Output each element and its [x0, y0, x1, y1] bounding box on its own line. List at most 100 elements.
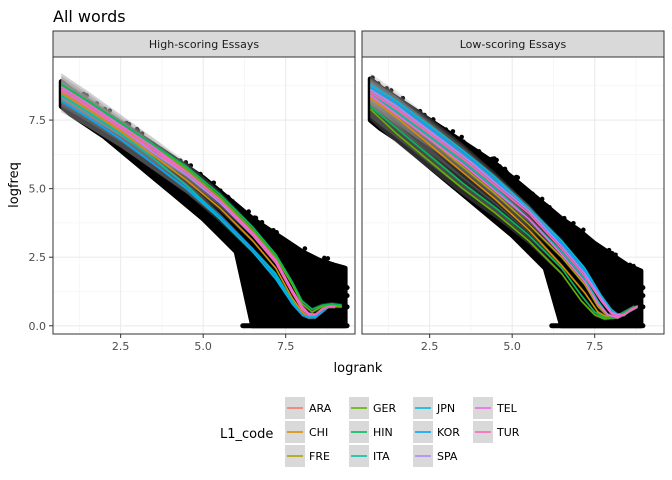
- facet-strip-label-high: High-scoring Essays: [149, 38, 259, 51]
- x-tick-label: 7.5: [277, 340, 295, 353]
- legend-label: KOR: [437, 426, 460, 439]
- data-point: [473, 150, 479, 155]
- data-point: [571, 220, 576, 226]
- data-point: [188, 163, 194, 168]
- confidence-band-ara: [370, 78, 638, 317]
- data-point: [491, 158, 497, 164]
- data-point: [330, 262, 335, 267]
- facet-panel-high: [52, 56, 356, 335]
- data-point: [417, 108, 423, 114]
- legend-label: ITA: [373, 450, 390, 463]
- smooth-line-tel: [369, 94, 638, 319]
- data-point: [384, 86, 389, 91]
- data-point: [450, 129, 456, 134]
- y-tick-label: 7.5: [29, 114, 47, 127]
- chart-title: All words: [53, 7, 126, 26]
- legend-item-chi: CHI: [285, 421, 328, 443]
- legend-item-ita: ITA: [349, 445, 390, 467]
- data-point: [440, 126, 446, 131]
- legend-label: SPA: [437, 450, 458, 463]
- data-point: [298, 249, 303, 255]
- confidence-band-ita: [61, 84, 329, 320]
- confidence-band-fre: [61, 75, 336, 317]
- legend-item-ger: GER: [349, 397, 396, 419]
- data-point: [183, 160, 189, 165]
- data-point: [561, 215, 567, 221]
- data-point: [592, 242, 598, 247]
- data-point: [400, 95, 406, 101]
- legend-item-spa: SPA: [413, 445, 458, 467]
- smooth-line-hin: [369, 105, 635, 319]
- legend-label: ARA: [309, 402, 332, 415]
- facet-low-scoring: Low-scoring Essays: [361, 30, 665, 335]
- legend-item-jpn: JPN: [413, 397, 455, 419]
- data-point: [551, 210, 556, 216]
- legend-item-tur: TUR: [473, 421, 520, 443]
- x-tick-label: 5.0: [194, 340, 212, 353]
- data-point: [499, 166, 504, 172]
- data-point: [422, 112, 427, 118]
- data-point: [627, 262, 633, 268]
- legend-label: TEL: [496, 402, 518, 415]
- data-point: [271, 227, 276, 233]
- data-point: [606, 247, 612, 253]
- data-point: [487, 159, 492, 164]
- data-point: [245, 214, 251, 219]
- y-tick-label: 0.0: [29, 320, 47, 333]
- data-point: [377, 83, 383, 89]
- data-point: [546, 206, 551, 212]
- smooth-line-tur: [369, 91, 638, 317]
- data-point: [139, 131, 145, 136]
- x-axis-title: logrank: [334, 361, 383, 376]
- smooth-line-tur: [60, 89, 336, 316]
- data-point: [325, 256, 331, 261]
- data-point: [453, 136, 458, 142]
- legend-title: L1_code: [220, 427, 273, 442]
- facet-strip-high: [52, 30, 356, 58]
- data-point: [536, 199, 542, 204]
- data-point: [259, 219, 265, 225]
- legend-item-tel: TEL: [473, 397, 518, 419]
- confidence-band-kor: [61, 89, 329, 320]
- data-point: [225, 194, 231, 200]
- data-point: [459, 134, 464, 140]
- data-point: [631, 263, 636, 269]
- data-point: [581, 227, 586, 233]
- data-point: [609, 251, 615, 256]
- data-point: [134, 126, 140, 132]
- data-point: [611, 255, 617, 260]
- data-point: [198, 171, 203, 177]
- x-tick-label: 5.0: [503, 340, 521, 353]
- data-point: [124, 120, 129, 126]
- data-point: [94, 101, 100, 106]
- data-point: [246, 209, 251, 214]
- data-point: [430, 117, 436, 122]
- facet-panel-low: [361, 56, 665, 335]
- x-tick-label: 2.5: [112, 340, 130, 353]
- legend-label: FRE: [309, 450, 330, 463]
- data-point: [388, 88, 394, 93]
- y-axis-title: logfreq: [7, 162, 22, 208]
- data-point: [510, 175, 516, 180]
- data-point: [107, 108, 112, 114]
- data-point: [302, 246, 308, 251]
- x-tick-label: 7.5: [586, 340, 604, 353]
- smooth-line-hin: [60, 83, 342, 311]
- data-point: [370, 75, 375, 81]
- data-point: [515, 175, 521, 180]
- data-point: [253, 215, 259, 221]
- data-point: [230, 198, 235, 204]
- data-point: [477, 151, 483, 157]
- confidence-band-ita: [370, 81, 638, 320]
- data-point: [211, 180, 217, 186]
- data-point: [102, 106, 108, 112]
- data-point: [581, 233, 587, 239]
- legend-item-kor: KOR: [413, 421, 460, 443]
- y-tick-label: 2.5: [29, 251, 47, 264]
- data-point: [84, 93, 89, 98]
- smooth-line-kor: [60, 100, 330, 319]
- panel-border: [361, 56, 665, 335]
- legend-label: TUR: [496, 426, 520, 439]
- legend: L1_code ARA CHI FRE GER HIN ITA JPN KOR SPA TEL TU…: [220, 397, 520, 467]
